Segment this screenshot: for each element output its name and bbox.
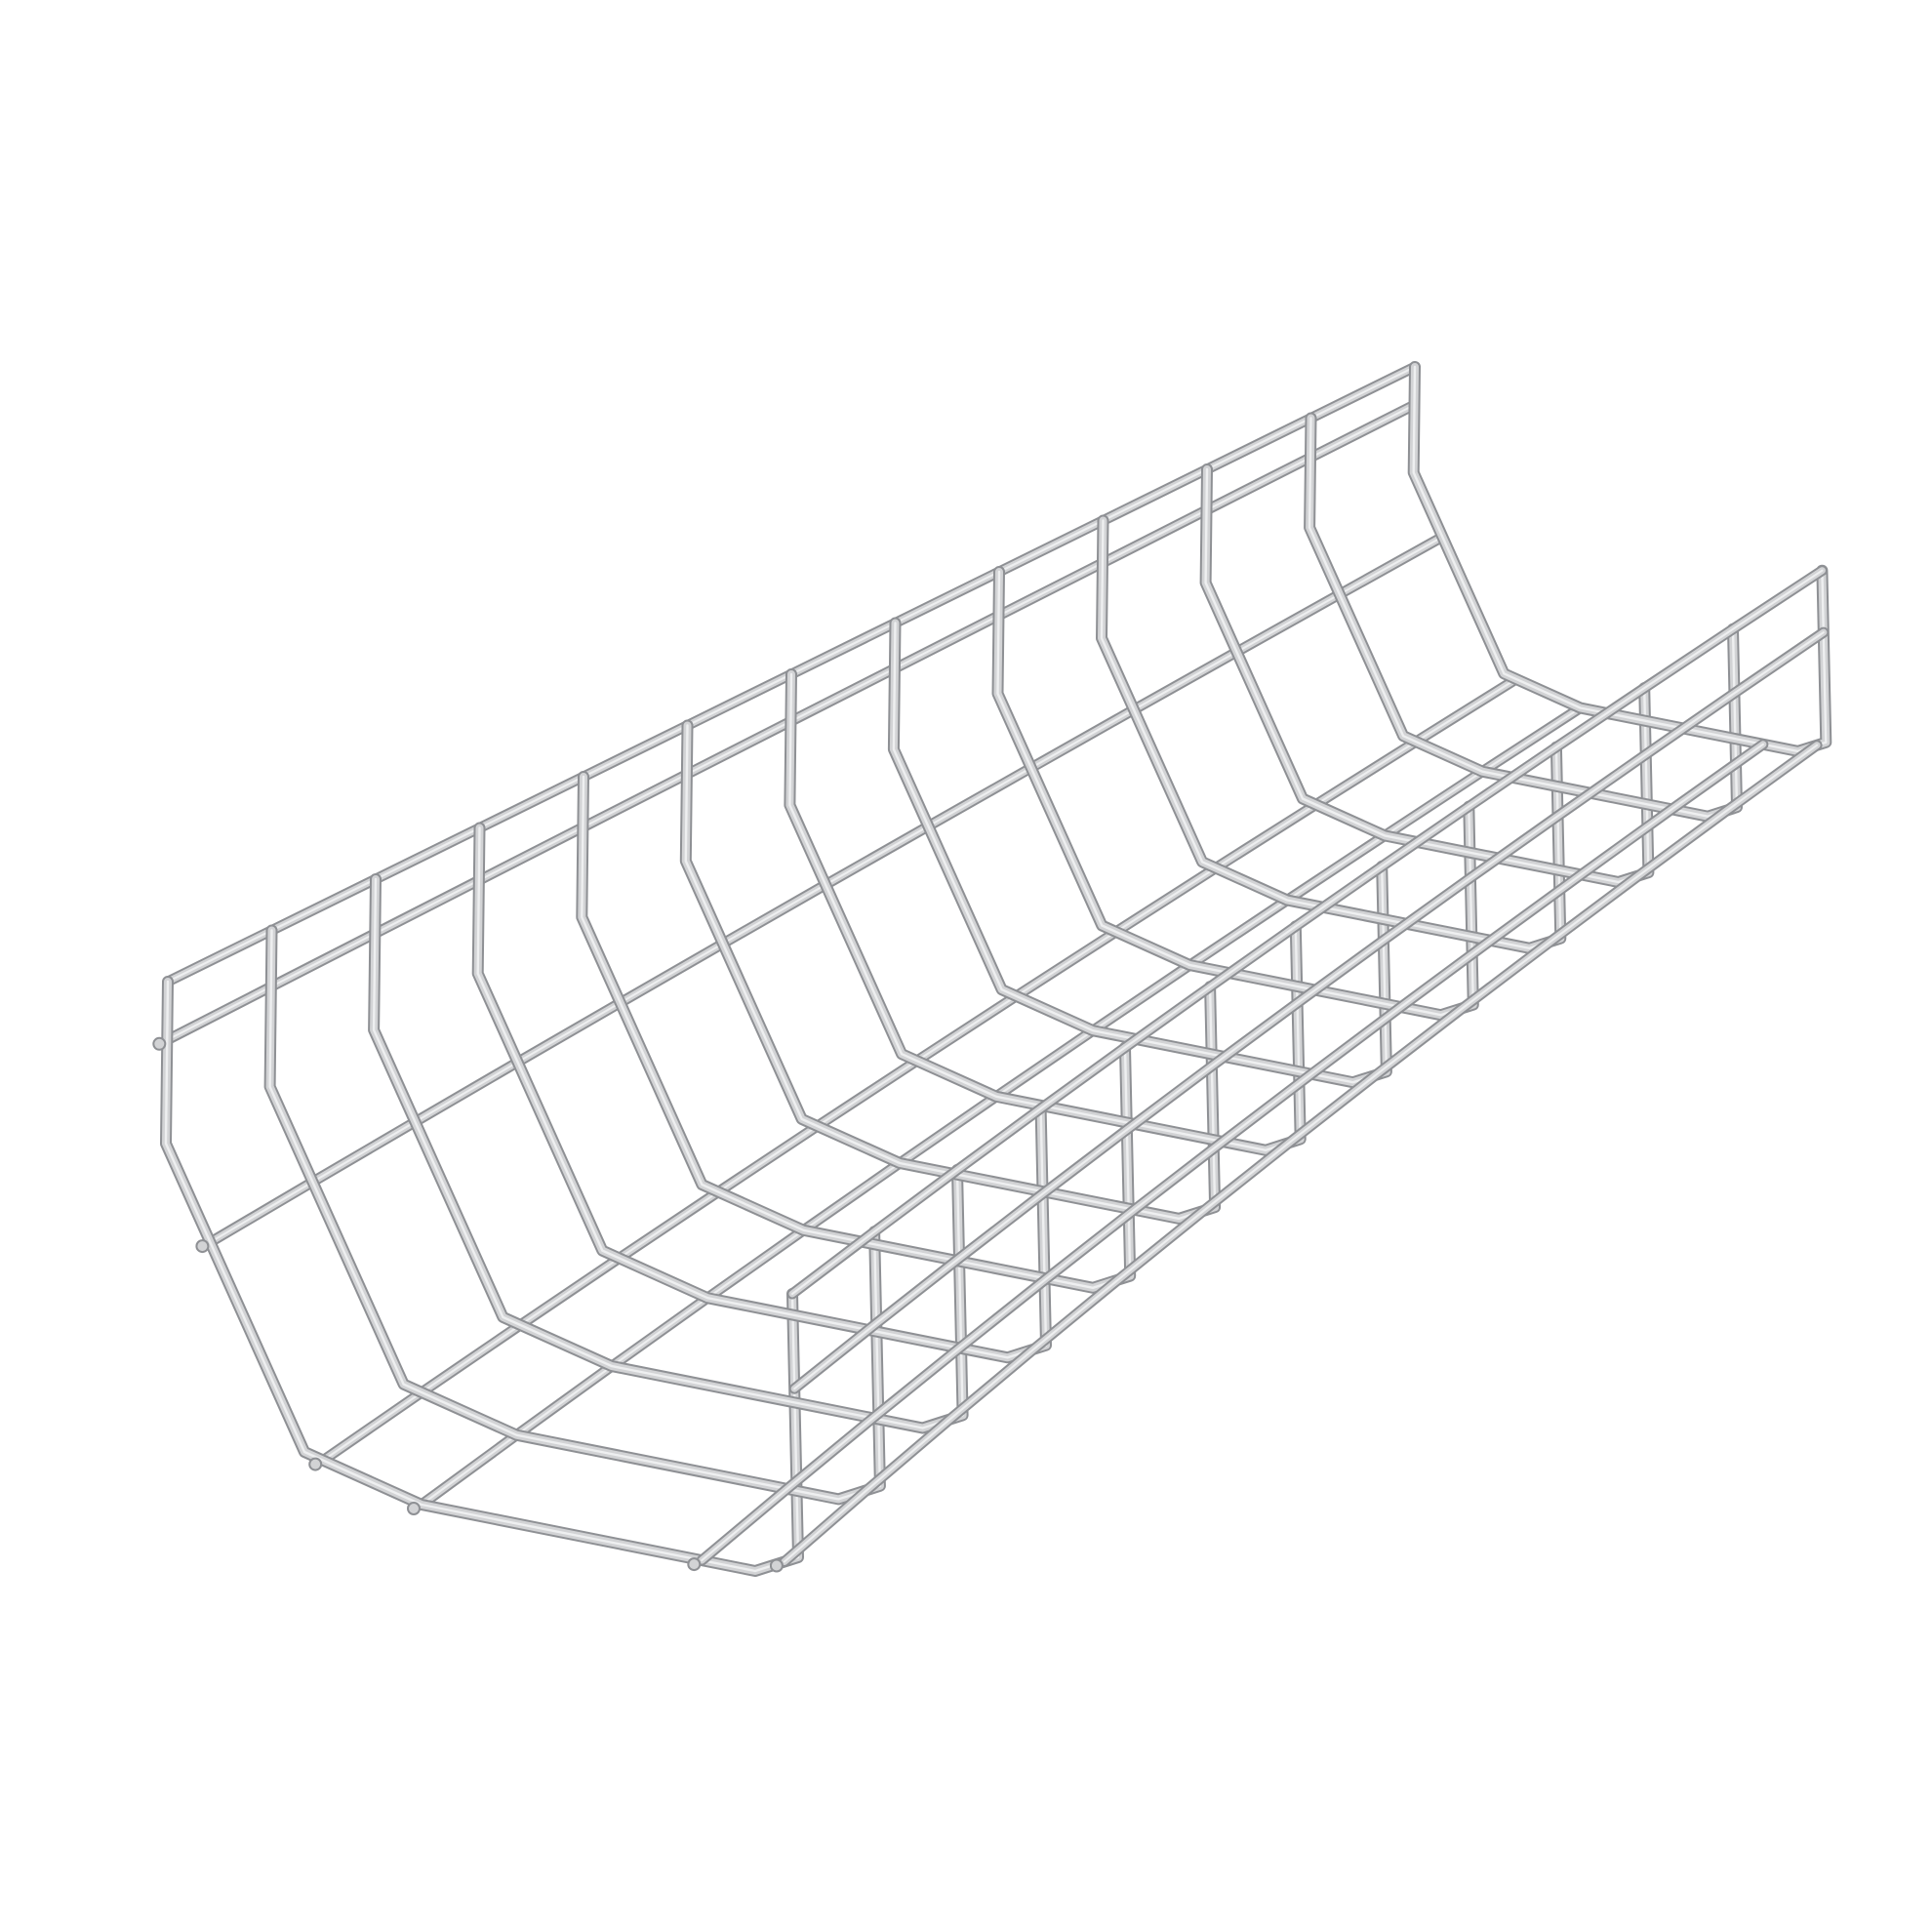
longitudinal-wire: [696, 739, 1769, 1566]
longitudinal-wire: [786, 565, 1828, 1300]
cross-wire: [1407, 361, 1832, 757]
weld-nub: [195, 1239, 210, 1254]
weld-nub: [152, 1036, 167, 1051]
cross-wire: [1304, 412, 1743, 823]
weld-nub: [687, 1557, 702, 1572]
weld-nub: [308, 1457, 323, 1471]
cross-wire: [784, 668, 1307, 1156]
weld-nub: [769, 1558, 784, 1573]
cross-wire: [263, 924, 886, 1506]
cross-wire: [1199, 463, 1655, 888]
longitudinal-wire: [416, 703, 1587, 1510]
longitudinal-wire: [788, 626, 1830, 1394]
weld-nub: [407, 1502, 421, 1515]
cross-wire: [679, 719, 1222, 1225]
cross-wire: [887, 617, 1392, 1089]
longitudinal-wire: [779, 740, 1823, 1567]
wire-mesh-structure: [152, 361, 1832, 1577]
cross-wire: [160, 976, 804, 1577]
